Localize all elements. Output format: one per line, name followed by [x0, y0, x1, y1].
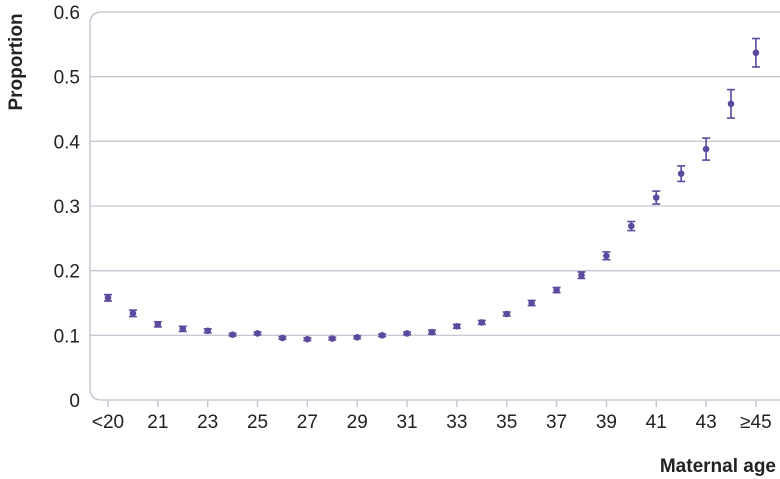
- x-tick-label: 37: [546, 412, 567, 433]
- y-tick-label: 0.6: [54, 3, 80, 24]
- data-point: [353, 333, 362, 341]
- point-marker: [104, 294, 112, 302]
- y-tick-label: 0.1: [54, 326, 80, 347]
- data-point: [602, 251, 611, 261]
- data-points: [104, 37, 760, 343]
- point-marker: [304, 335, 311, 343]
- data-point: [203, 327, 212, 335]
- x-tick-label: 31: [396, 412, 417, 433]
- x-axis-title: Maternal age: [660, 456, 776, 477]
- x-tick-label: 33: [446, 412, 467, 433]
- point-marker: [652, 194, 660, 201]
- data-point: [328, 335, 337, 342]
- point-marker: [503, 310, 511, 318]
- data-point: [751, 37, 760, 68]
- data-point: [577, 271, 586, 280]
- y-tick-label: 0: [69, 391, 80, 412]
- y-tick-label: 0.3: [54, 197, 80, 218]
- data-point: [278, 334, 287, 342]
- x-tick-label: 43: [696, 412, 717, 433]
- point-marker: [229, 331, 236, 338]
- data-point: [677, 165, 686, 183]
- point-marker: [727, 100, 735, 108]
- x-tick-label: 41: [646, 412, 667, 433]
- point-marker: [603, 252, 610, 260]
- y-tick-label: 0.2: [54, 262, 80, 283]
- y-axis-title: Proportion: [6, 13, 27, 110]
- data-point: [153, 320, 162, 328]
- point-marker: [578, 271, 585, 279]
- data-point: [727, 88, 735, 119]
- point-marker: [179, 325, 187, 333]
- y-tick-labels: 0 0.1 0.2 0.3 0.4 0.5 0.6: [54, 3, 81, 412]
- data-point: [627, 220, 636, 232]
- point-marker: [702, 145, 710, 153]
- point-marker: [154, 321, 162, 328]
- data-point: [303, 335, 312, 343]
- point-marker: [677, 170, 685, 177]
- point-marker: [628, 222, 635, 230]
- point-marker: [204, 327, 211, 335]
- x-tick-label: 39: [596, 412, 617, 433]
- data-point: [128, 309, 137, 318]
- data-point: [104, 293, 112, 302]
- data-point: [527, 299, 536, 307]
- y-tick-label: 0.4: [54, 132, 81, 153]
- point-marker: [553, 286, 560, 294]
- data-point: [502, 310, 511, 318]
- axes-frame: [89, 11, 780, 407]
- plot-frame: [89, 11, 780, 401]
- y-tick-label: 0.5: [54, 68, 80, 89]
- data-point: [403, 330, 412, 337]
- x-tick-label: 29: [347, 412, 368, 433]
- x-tick-label: 21: [147, 412, 168, 433]
- point-marker: [129, 310, 137, 317]
- data-point: [253, 330, 262, 337]
- data-point: [702, 137, 711, 161]
- x-tick-label: ≥45: [740, 412, 772, 433]
- x-tick-label: <20: [92, 412, 124, 433]
- data-point: [427, 328, 436, 336]
- point-marker: [528, 299, 535, 307]
- data-point: [477, 319, 486, 326]
- grid-lines: [90, 76, 780, 336]
- point-marker: [428, 328, 436, 336]
- point-marker: [453, 322, 461, 330]
- point-marker: [752, 49, 760, 57]
- x-tick-label: 35: [496, 412, 517, 433]
- data-point: [228, 331, 237, 338]
- data-point: [378, 332, 387, 339]
- point-marker: [279, 334, 286, 342]
- point-marker: [403, 330, 411, 337]
- point-marker: [254, 330, 261, 337]
- point-marker: [378, 332, 386, 339]
- point-marker: [353, 333, 361, 341]
- x-tick-label: 25: [247, 412, 268, 433]
- x-tick-label: 23: [197, 412, 218, 433]
- data-point: [178, 325, 187, 333]
- point-marker: [478, 319, 486, 326]
- x-tick-labels: <20 21 23 25 27 29 31 33 35 37 39 41 43 ≥45: [92, 412, 772, 433]
- data-point: [452, 322, 461, 330]
- x-tick-label: 27: [297, 412, 318, 433]
- data-point: [652, 190, 661, 205]
- data-point: [552, 286, 561, 294]
- point-marker: [328, 335, 336, 342]
